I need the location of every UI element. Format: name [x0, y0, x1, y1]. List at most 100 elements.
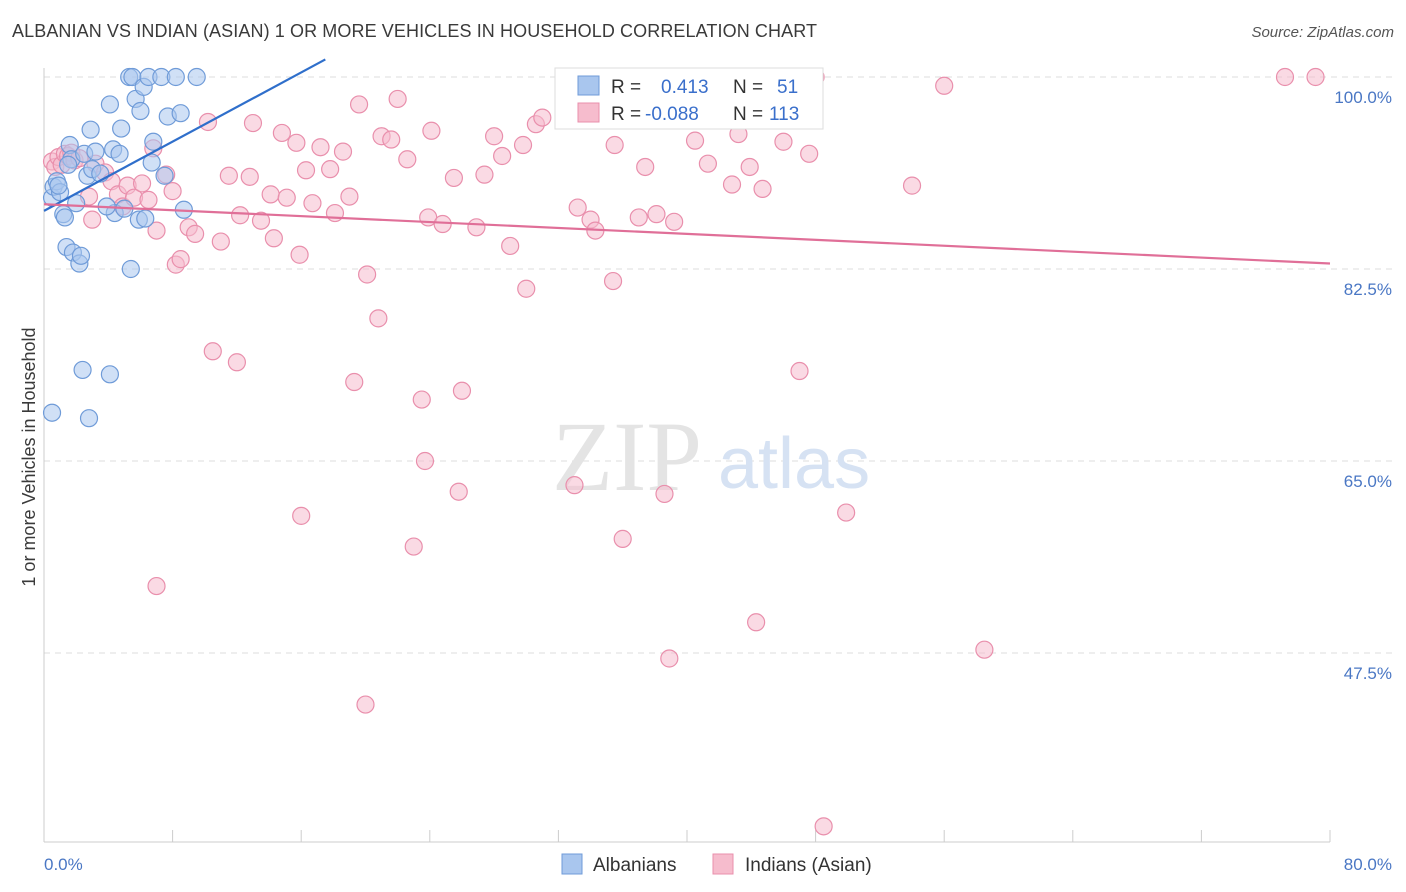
- indians-point-82: [647, 205, 666, 224]
- legend-swatch-albanians: [577, 75, 600, 96]
- x-tick-label-80: 80.0%: [1344, 855, 1392, 874]
- indians-point-107: [356, 695, 375, 714]
- indians-point-79: [613, 529, 632, 548]
- indians-point-53: [382, 130, 401, 149]
- indians-point-99: [837, 503, 856, 522]
- x-tick-label-start: 0.0%: [44, 855, 83, 874]
- indians-point-42: [303, 194, 322, 213]
- gridlines: [44, 76, 1392, 654]
- indians-point-80: [629, 208, 648, 227]
- indians-point-74: [568, 198, 587, 217]
- indians-point-78: [603, 271, 623, 291]
- albanians-point-22: [110, 144, 129, 163]
- albanians-point-47: [49, 176, 68, 195]
- indians-point-31: [231, 206, 250, 225]
- legend-n-value-1: 51: [777, 77, 798, 98]
- indians-point-33: [243, 113, 263, 133]
- indians-point-34: [251, 211, 271, 230]
- indians-point-26: [186, 224, 205, 243]
- trend-lines: [43, 58, 1331, 265]
- indians-point-29: [211, 232, 230, 251]
- albanians-point-41: [187, 67, 206, 87]
- albanians-point-30: [131, 101, 150, 121]
- indians-point-43: [311, 138, 330, 157]
- albanians-point-17: [86, 142, 105, 161]
- trend-line-indians: [43, 203, 1331, 265]
- indians-point-56: [412, 390, 431, 409]
- series-legend: Albanians Indians (Asian): [561, 853, 872, 876]
- series-legend-swatch-albanians: [561, 853, 583, 875]
- albanians-point-19: [100, 95, 120, 114]
- albanians-point-46: [79, 409, 99, 428]
- indians-point-85: [665, 212, 684, 231]
- indians-point-40: [290, 245, 309, 264]
- albanians-point-38: [166, 67, 185, 87]
- albanians-point-5: [55, 208, 74, 227]
- indians-point-17: [132, 174, 152, 193]
- indians-point-90: [722, 175, 742, 194]
- indians-point-112: [605, 135, 624, 155]
- indians-point-94: [753, 179, 772, 199]
- indians-point-50: [358, 265, 377, 284]
- y-tick-labels: 100.0% 82.5% 65.0% 47.5%: [1334, 88, 1392, 683]
- indians-point-92: [740, 157, 759, 177]
- legend-r-value-2: -0.088: [645, 104, 699, 125]
- y-tick-label-0: 100.0%: [1334, 88, 1392, 107]
- legend-r-label-2: R =: [611, 104, 641, 125]
- indians-point-47: [340, 187, 359, 206]
- albanians-point-15: [81, 120, 100, 139]
- legend-r-value-1: 0.413: [661, 77, 709, 98]
- watermark-zip: ZIP: [552, 401, 702, 512]
- indians-point-18: [139, 190, 158, 209]
- indians-point-64: [467, 218, 486, 237]
- indians-point-28: [203, 342, 222, 361]
- y-axis-label: 1 or more Vehicles in Household: [19, 327, 39, 586]
- indians-point-63: [452, 381, 472, 400]
- indians-point-108: [147, 576, 166, 596]
- indians-point-70: [517, 279, 536, 298]
- x-ticks: [172, 830, 1331, 842]
- indians-point-100: [902, 176, 922, 195]
- indians-point-55: [398, 150, 417, 169]
- albanians-point-39: [171, 104, 190, 123]
- albanians-point-45: [42, 403, 62, 422]
- indians-point-39: [287, 133, 306, 152]
- indians-point-20: [147, 221, 166, 240]
- indians-point-73: [565, 476, 584, 495]
- watermark-atlas: atlas: [718, 424, 870, 504]
- indians-point-32: [240, 167, 259, 186]
- indians-point-95: [774, 132, 793, 151]
- indians-point-93: [747, 613, 766, 632]
- series-legend-indians: Indians (Asian): [745, 855, 872, 876]
- indians-point-61: [444, 168, 464, 188]
- albanians-point-12: [71, 246, 91, 265]
- albanians-point-26: [121, 259, 140, 279]
- albanians-point-43: [73, 360, 92, 380]
- indians-point-102: [975, 640, 994, 659]
- indians-point-35: [261, 185, 280, 204]
- indians-point-104: [1306, 67, 1325, 87]
- legend-n-label-1: N =: [733, 77, 763, 98]
- indians-point-84: [660, 649, 679, 668]
- indians-point-87: [685, 131, 705, 150]
- indians-point-24: [171, 250, 190, 269]
- indians-point-54: [388, 89, 407, 109]
- chart-title: ALBANIAN VS INDIAN (ASIAN) 1 OR MORE VEH…: [12, 21, 818, 41]
- indians-point-65: [475, 165, 494, 184]
- y-tick-label-1: 82.5%: [1344, 280, 1392, 299]
- indians-point-110: [227, 353, 246, 372]
- indians-point-72: [533, 108, 552, 127]
- indians-point-60: [433, 214, 452, 234]
- y-tick-label-2: 65.0%: [1344, 472, 1392, 491]
- indians-point-67: [493, 146, 512, 166]
- indians-point-22: [163, 182, 182, 201]
- indians-point-41: [296, 161, 316, 180]
- legend-n-value-2: 113: [769, 104, 799, 125]
- indians-point-48: [345, 372, 364, 392]
- x-tick-label-0: 0.0%: [44, 855, 83, 874]
- y-tick-label-3: 47.5%: [1344, 664, 1392, 683]
- indians-point-44: [321, 160, 340, 179]
- albanians-point-36: [155, 166, 174, 185]
- indians-point-38: [277, 188, 296, 207]
